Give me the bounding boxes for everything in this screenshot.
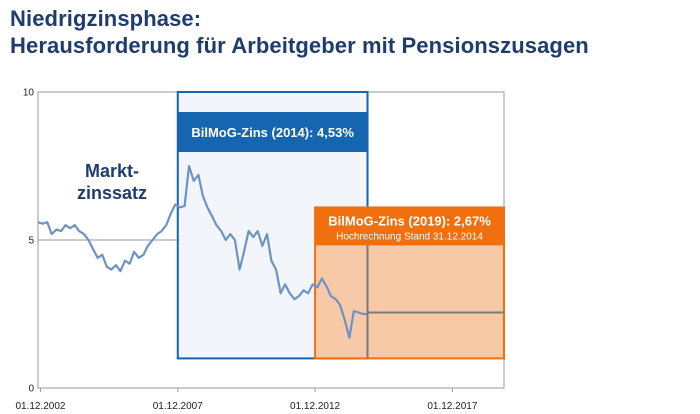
x-tick-label: 01.12.2017 [427, 401, 477, 412]
box-2014-header [177, 112, 368, 152]
box-2019-sublabel: Hochrechnung Stand 31.12.2014 [336, 231, 483, 242]
box-2019-header [315, 207, 504, 246]
page-title-line-1: Niedrigzinsphase: [10, 6, 202, 31]
market-rate-line [37, 164, 368, 339]
box-2019-label: BilMoG-Zins (2019): 2,67% [328, 213, 491, 228]
x-tick-label: 01.12.2002 [15, 401, 65, 412]
market-label-line-1: Markt- [85, 161, 139, 181]
page-title-line-2: Herausforderung für Arbeitgeber mit Pens… [10, 33, 589, 58]
box-headers: BilMoG-Zins (2014): 4,53% BilMoG-Zins (20… [177, 112, 504, 246]
box-2014-label: BilMoG-Zins (2014): 4,53% [191, 125, 354, 140]
market-label-line-2: zinssatz [77, 183, 147, 203]
x-tick-label: 01.12.2007 [153, 401, 203, 412]
y-tick-label: 5 [28, 236, 34, 247]
x-tick-label: 01.12.2012 [290, 401, 340, 412]
y-axis: 0 5 10 [23, 88, 35, 395]
x-axis: 01.12.2002 01.12.2007 01.12.2012 01.12.2017 [15, 388, 478, 412]
y-tick-label: 10 [23, 88, 35, 99]
y-tick-label: 0 [28, 384, 34, 395]
